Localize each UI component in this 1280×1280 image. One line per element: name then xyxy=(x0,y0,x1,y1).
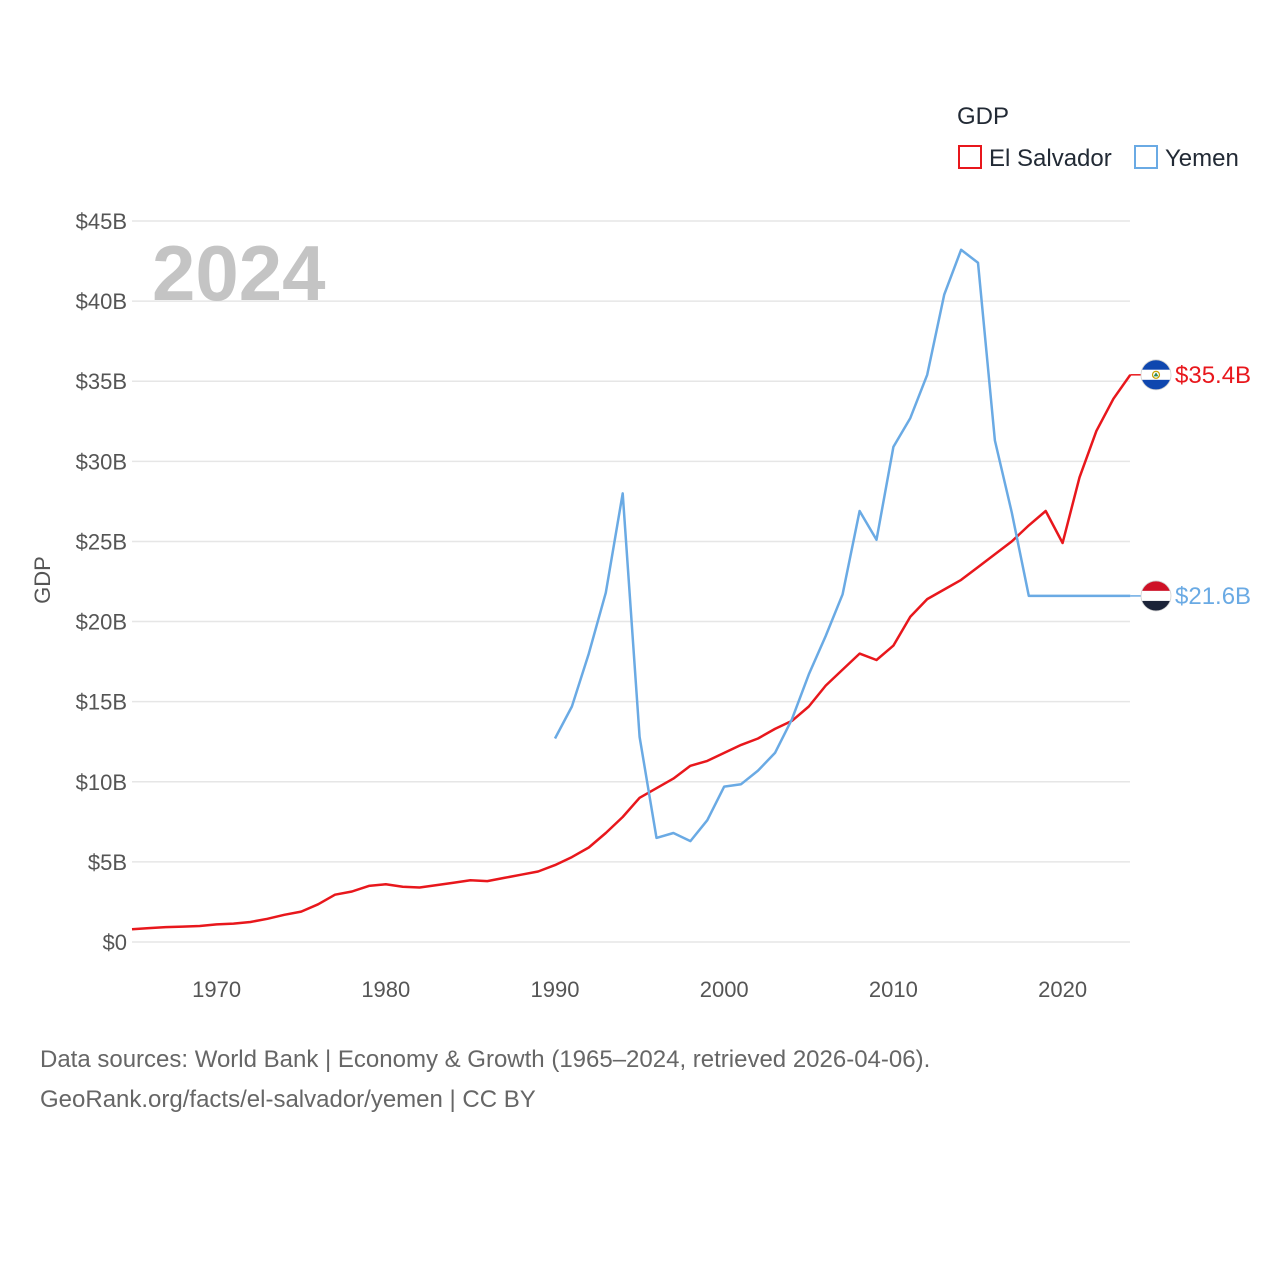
y-tick-label: $0 xyxy=(103,930,127,955)
series-line-el-salvador[interactable] xyxy=(131,374,1132,931)
end-value-label-el-salvador: $35.4B xyxy=(1175,362,1251,389)
y-tick-label: $10B xyxy=(76,770,127,795)
series-layer xyxy=(131,248,1132,931)
y-tick-label: $30B xyxy=(76,449,127,474)
x-tick-label: 1980 xyxy=(361,977,410,1002)
legend: GDP El Salvador Yemen xyxy=(957,103,1239,172)
y-tick-label: $45B xyxy=(76,209,127,234)
legend-swatch-el-salvador[interactable] xyxy=(958,145,982,169)
y-tick-label: $35B xyxy=(76,369,127,394)
x-tick-label: 1990 xyxy=(531,977,580,1002)
grid-layer xyxy=(132,220,1130,943)
source-caption: Data sources: World Bank | Economy & Gro… xyxy=(40,1040,930,1120)
x-tick-label: 2020 xyxy=(1038,977,1087,1002)
y-tick-label: $25B xyxy=(76,529,127,554)
y-tick-label: $40B xyxy=(76,289,127,314)
y-axis-ticks: $0 $5B $10B $15B $20B $25B $30B $35B $40B $45B xyxy=(76,209,127,955)
legend-label-yemen[interactable]: Yemen xyxy=(1165,145,1239,172)
legend-title: GDP xyxy=(957,103,1009,130)
x-axis-ticks: 1970 1980 1990 2000 2010 2020 xyxy=(192,977,1087,1002)
y-tick-label: $20B xyxy=(76,610,127,635)
y-tick-label: $15B xyxy=(76,690,127,715)
legend-swatch-yemen[interactable] xyxy=(1134,145,1158,169)
el-salvador-flag-icon xyxy=(1140,359,1172,391)
y-axis-title: GDP xyxy=(30,556,55,604)
legend-label-el-salvador[interactable]: El Salvador xyxy=(989,145,1112,172)
x-tick-label: 2000 xyxy=(700,977,749,1002)
source-line-2[interactable]: GeoRank.org/facts/el-salvador/yemen | CC… xyxy=(40,1086,536,1113)
source-line-1: Data sources: World Bank | Economy & Gro… xyxy=(40,1046,931,1073)
end-value-label-yemen: $21.6B xyxy=(1175,583,1251,610)
end-labels: $35.4B $21.6B xyxy=(1130,359,1251,612)
year-watermark: 2024 xyxy=(152,229,326,317)
x-tick-label: 2010 xyxy=(869,977,918,1002)
y-tick-label: $5B xyxy=(88,850,127,875)
series-line-yemen[interactable] xyxy=(553,248,1131,843)
yemen-flag-icon xyxy=(1140,580,1172,612)
x-tick-label: 1970 xyxy=(192,977,241,1002)
